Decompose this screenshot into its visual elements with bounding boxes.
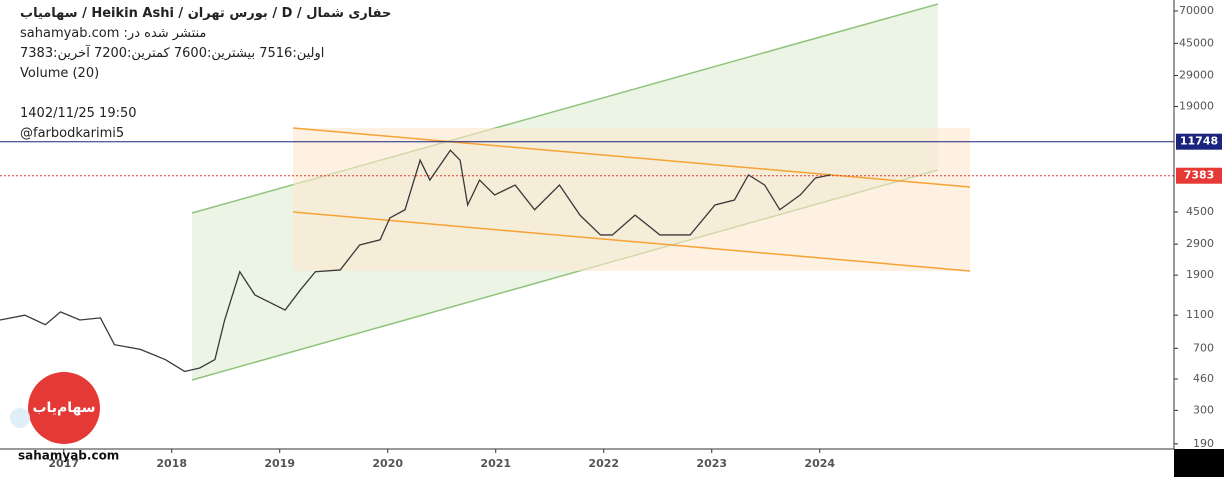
icon (10, 408, 30, 428)
y-tick-label: 460 (1193, 372, 1214, 385)
y-tick-label: 190 (1193, 437, 1214, 450)
y-tick-label: 300 (1193, 403, 1214, 416)
corner (1174, 449, 1224, 477)
x-tick-label: 2019 (264, 457, 295, 470)
published: منتشر شده در: sahamyab.com (20, 26, 207, 41)
x-tick-label: 2017 (48, 457, 79, 470)
author: @farbodkarimi5 (20, 126, 125, 141)
y-tick-label: 1100 (1186, 308, 1214, 321)
orange-channel-line (292, 127, 971, 188)
ohlc: اولین:7516 بیشترین:7600 کمترین:7200 آخری… (20, 46, 325, 61)
volume-label: Volume (20) (20, 66, 100, 81)
y-tick-label: 29000 (1179, 69, 1214, 82)
date: 1402/11/25 19:50 (20, 106, 137, 121)
y-tick-label: 700 (1193, 341, 1214, 354)
x-tick-label: 2021 (480, 457, 511, 470)
price-label-box (1176, 167, 1222, 184)
y-tick-label: 4500 (1186, 205, 1214, 218)
orange-channel-line (292, 211, 971, 272)
logo (28, 372, 100, 444)
x-tick-label: 2022 (588, 457, 619, 470)
price-line-series (0, 149, 831, 373)
y-tick-label: 45000 (1179, 36, 1214, 49)
title: حفاری شمال / D / بورس تهران / Heikin Ash… (20, 6, 392, 21)
y-tick-label: 1900 (1186, 268, 1214, 281)
orange-channel-fill (293, 128, 970, 271)
x-tick-label: 2018 (156, 457, 187, 470)
site-text: sahamyab.com (18, 449, 119, 463)
x-tick-label: 2020 (372, 457, 403, 470)
logo-text: سهام‌یاب (32, 400, 95, 416)
y-tick-label: 2900 (1186, 237, 1214, 250)
x-tick-label: 2024 (804, 457, 835, 470)
x-tick-label: 2023 (696, 457, 727, 470)
price-label: 11748 (1180, 135, 1218, 148)
price-label: 7383 (1184, 169, 1215, 182)
y-axis-area (1174, 0, 1224, 449)
y-tick-label: 19000 (1179, 99, 1214, 112)
y-tick-label: 70000 (1179, 4, 1214, 17)
price-label-box (1176, 133, 1222, 150)
